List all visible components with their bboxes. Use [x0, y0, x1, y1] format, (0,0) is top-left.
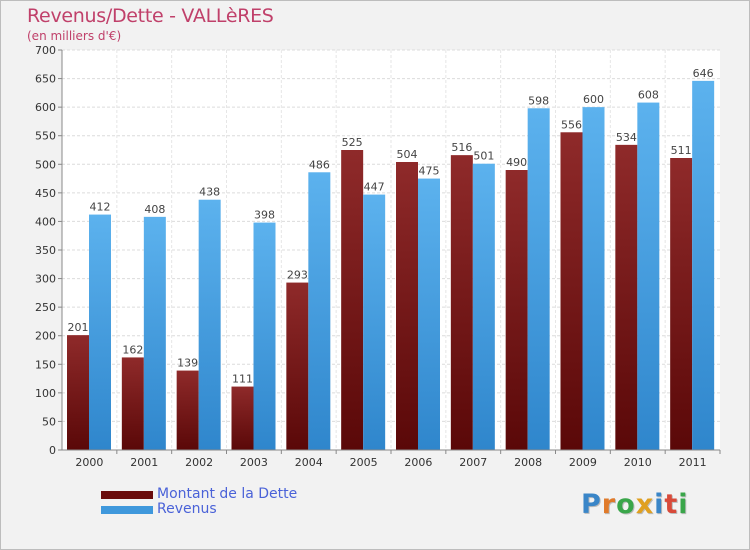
value-label-debt: 139	[177, 357, 198, 370]
logo-letter: P	[581, 489, 602, 520]
y-tick-label: 650	[35, 73, 56, 86]
value-label-revenue: 646	[693, 67, 714, 80]
chart-title: Revenus/Dette - VALLèRES	[27, 5, 274, 27]
value-label-debt: 511	[671, 144, 692, 157]
bar-revenue	[253, 222, 276, 450]
value-label-revenue: 486	[309, 158, 330, 171]
logo-letter: r	[601, 489, 617, 520]
y-tick-label: 150	[35, 358, 56, 371]
x-tick-label: 2007	[459, 456, 487, 469]
value-label-debt: 534	[616, 131, 637, 144]
bar-revenue	[308, 172, 331, 451]
value-label-revenue: 598	[528, 94, 549, 107]
y-tick-label: 350	[35, 244, 56, 257]
bar-debt	[615, 144, 638, 450]
x-tick-label: 2003	[240, 456, 268, 469]
bar-revenue	[582, 107, 605, 451]
bar-revenue	[143, 216, 166, 450]
bar-debt	[450, 155, 473, 450]
bar-debt	[341, 150, 364, 450]
value-label-debt: 556	[561, 118, 582, 131]
y-tick-label: 200	[35, 330, 56, 343]
logo-letter: x	[635, 489, 655, 520]
y-tick-label: 450	[35, 187, 56, 200]
value-label-debt: 201	[68, 321, 89, 334]
bar-revenue	[527, 108, 550, 451]
value-label-debt: 504	[397, 148, 418, 161]
bar-debt	[505, 170, 528, 450]
value-label-revenue: 608	[638, 89, 659, 102]
legend-item-revenue: Revenus	[101, 502, 297, 517]
legend-swatch-debt	[101, 490, 153, 499]
bar-debt	[396, 162, 418, 450]
y-tick-label: 400	[35, 215, 56, 228]
legend-item-debt: Montant de la Dette	[101, 487, 297, 502]
value-label-revenue: 408	[144, 203, 165, 216]
value-label-revenue: 412	[90, 201, 111, 214]
x-tick-label: 2002	[185, 456, 213, 469]
value-label-revenue: 447	[364, 181, 385, 194]
y-tick-label: 0	[49, 444, 56, 457]
value-label-revenue: 600	[583, 93, 604, 106]
value-label-revenue: 501	[473, 150, 494, 163]
y-tick-label: 550	[35, 130, 56, 143]
x-tick-label: 2006	[404, 456, 432, 469]
logo-letter: t	[664, 489, 679, 520]
value-label-debt: 293	[287, 269, 308, 282]
bar-debt	[560, 132, 583, 451]
value-label-debt: 516	[451, 141, 472, 154]
y-tick-label: 500	[35, 158, 56, 171]
logo-letter: i	[654, 489, 665, 520]
value-label-debt: 162	[122, 343, 143, 356]
bar-revenue	[637, 102, 660, 451]
value-label-revenue: 438	[199, 186, 220, 199]
x-tick-label: 2008	[514, 456, 542, 469]
legend-label-revenue: Revenus	[157, 501, 217, 517]
y-tick-label: 700	[35, 44, 56, 57]
y-tick-label: 300	[35, 273, 56, 286]
proxiti-logo: Proxiti	[581, 489, 689, 520]
bar-debt	[121, 357, 144, 450]
value-label-debt: 111	[232, 373, 253, 386]
legend-label-debt: Montant de la Dette	[157, 486, 298, 502]
chart-subtitle: (en milliers d'€)	[27, 29, 122, 43]
y-tick-label: 250	[35, 301, 56, 314]
value-label-revenue: 398	[254, 209, 275, 222]
bar-debt	[176, 370, 199, 450]
x-tick-label: 2010	[624, 456, 652, 469]
x-tick-label: 2001	[130, 456, 158, 469]
y-tick-label: 600	[35, 101, 56, 114]
bar-revenue	[363, 194, 386, 450]
bar-revenue	[418, 178, 440, 451]
y-tick-label: 100	[35, 387, 56, 400]
x-tick-label: 2000	[75, 456, 103, 469]
bar-revenue	[472, 163, 495, 450]
bar-revenue	[89, 214, 111, 450]
value-label-debt: 525	[342, 136, 363, 149]
bar-debt	[670, 158, 693, 450]
legend: Montant de la Dette Revenus	[101, 487, 297, 517]
x-tick-label: 2009	[569, 456, 597, 469]
logo-letter: o	[616, 489, 636, 520]
legend-swatch-revenue	[101, 505, 153, 514]
x-tick-label: 2004	[295, 456, 323, 469]
bar-debt	[67, 335, 89, 450]
bar-revenue	[692, 80, 715, 450]
value-label-debt: 490	[506, 156, 527, 169]
logo-letter: i	[678, 489, 689, 520]
y-tick-label: 50	[42, 415, 56, 428]
bar-revenue	[198, 199, 221, 450]
x-tick-label: 2005	[350, 456, 378, 469]
x-tick-label: 2011	[679, 456, 707, 469]
value-label-revenue: 475	[419, 165, 440, 178]
bar-debt	[286, 282, 309, 450]
bar-debt	[231, 386, 254, 450]
